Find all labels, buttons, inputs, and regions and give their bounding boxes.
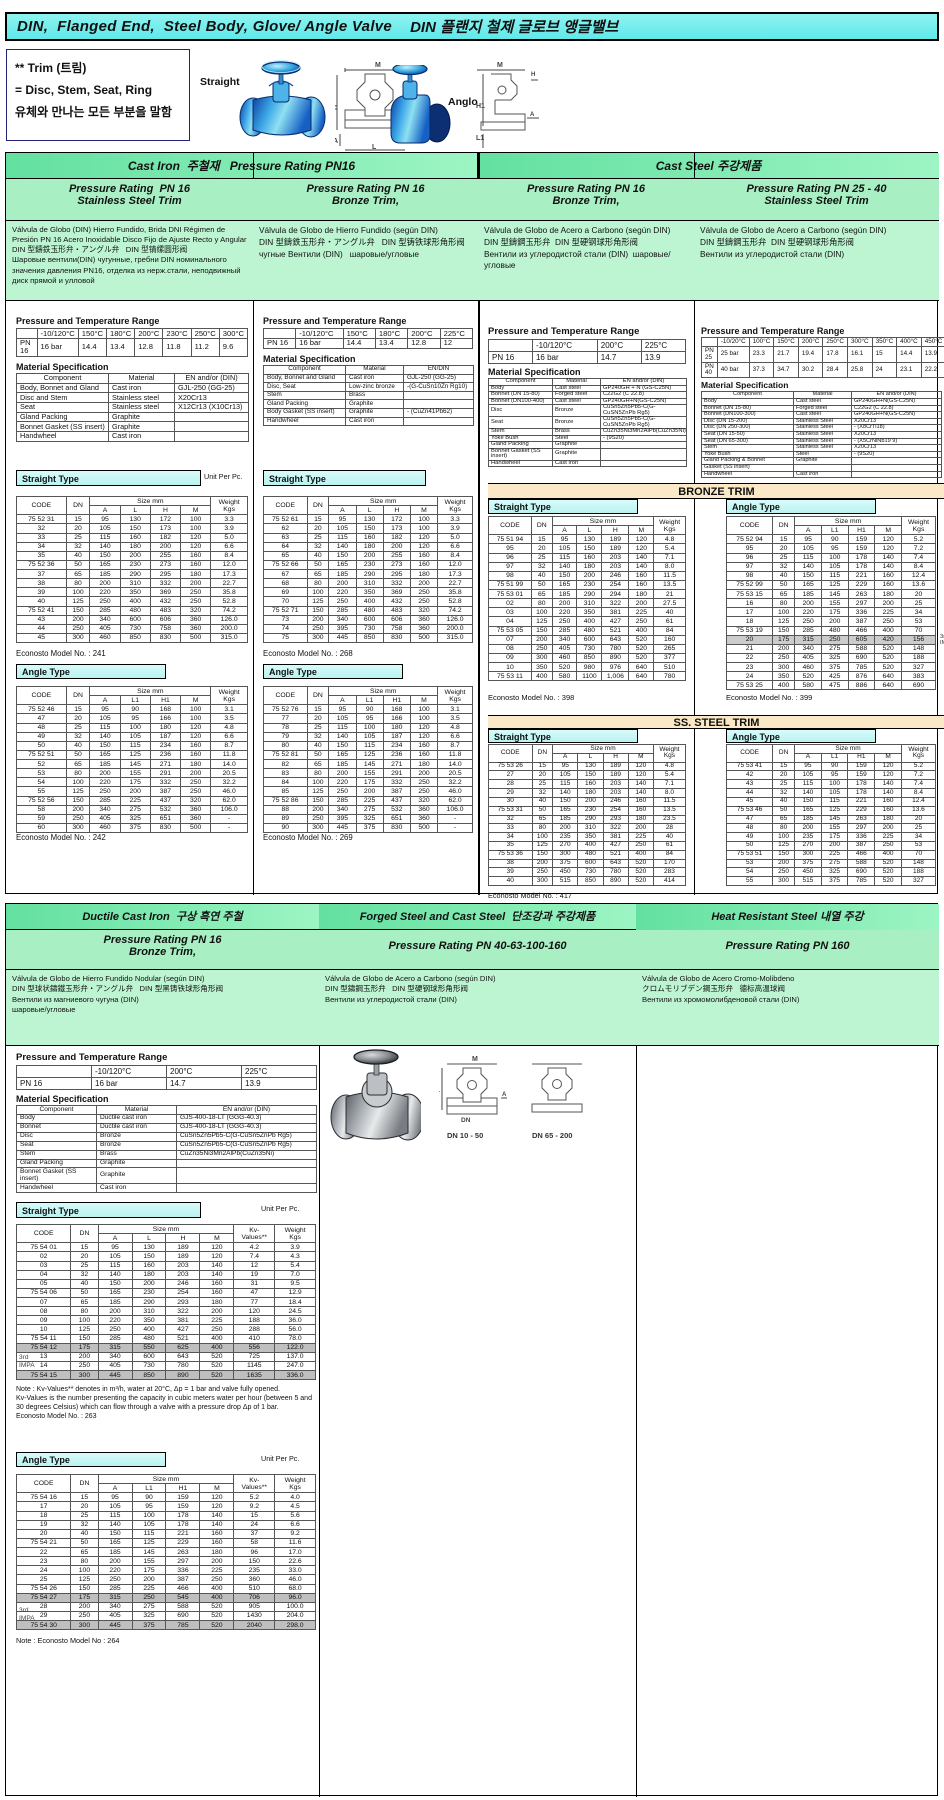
svg-text:A: A [502, 1092, 507, 1098]
svg-text:A: A [530, 112, 535, 118]
svg-text:L: L [439, 1087, 440, 1094]
svg-text:DN: DN [461, 1117, 471, 1124]
svg-text:DN 65 - 200: DN 65 - 200 [532, 1131, 572, 1140]
svg-text:M: M [497, 62, 503, 69]
svg-text:M: M [375, 62, 381, 69]
svg-text:DN 10 - 50: DN 10 - 50 [447, 1131, 483, 1140]
svg-text:H: H [531, 72, 535, 78]
svg-text:H: H [335, 105, 339, 110]
svg-text:L: L [372, 144, 377, 151]
svg-text:H1: H1 [476, 103, 485, 110]
svg-text:A: A [335, 138, 338, 145]
svg-text:M: M [472, 1056, 478, 1063]
